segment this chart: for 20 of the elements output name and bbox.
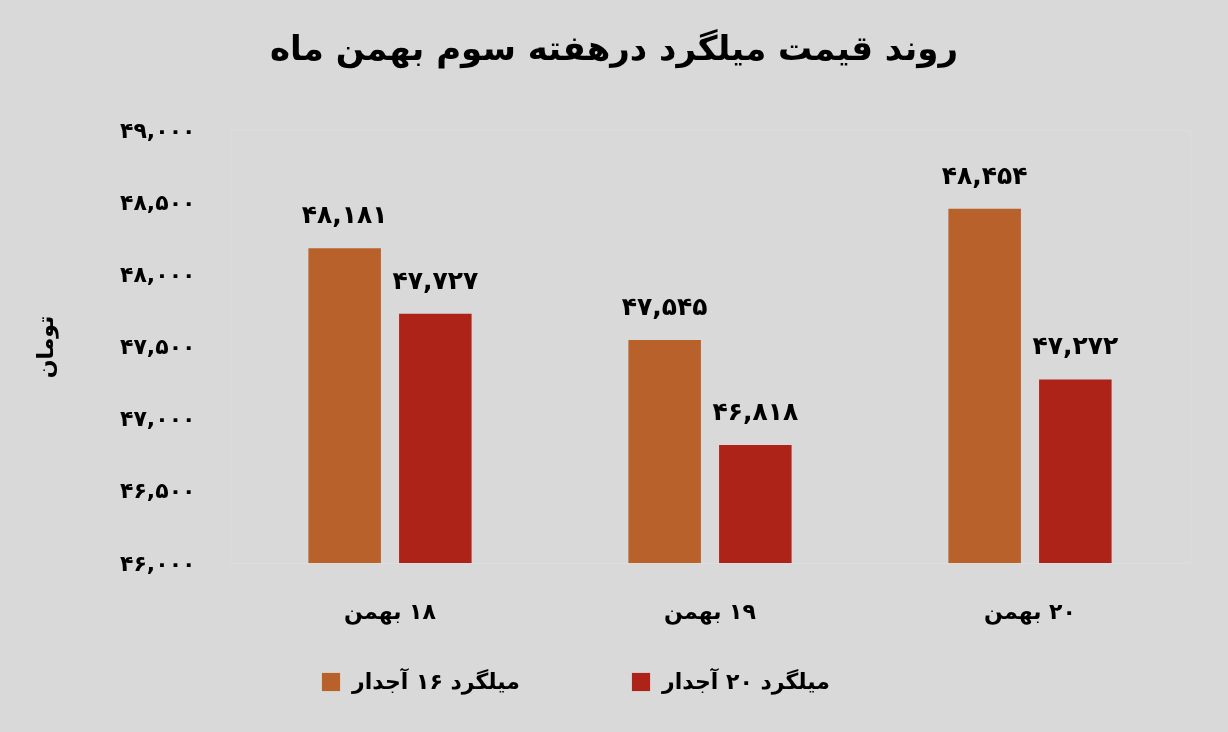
data-label: ۴۷,۲۷۲: [1032, 331, 1119, 361]
data-label: ۴۸,۱۸۱: [301, 200, 388, 230]
y-tick-label: ۴۶,۵۰۰: [120, 478, 196, 504]
x-tick-label: ۱۸ بهمن: [344, 598, 437, 625]
y-tick-label: ۴۷,۵۰۰: [120, 334, 196, 359]
x-tick-label: ۱۹ بهمن: [664, 598, 756, 625]
legend-label: میلگرد ۱۶ آجدار: [351, 667, 520, 695]
y-tick-label: ۴۷,۰۰۰: [120, 406, 196, 432]
y-tick-label: ۴۸,۰۰۰: [120, 261, 196, 287]
y-tick-label: ۴۶,۰۰۰: [120, 550, 196, 576]
data-label: ۴۸,۴۵۴: [941, 160, 1028, 190]
y-tick-label: ۴۹,۰۰۰: [120, 117, 196, 143]
y-tick-label: ۴۸,۵۰۰: [120, 189, 196, 215]
y-axis-title: تومان: [32, 315, 59, 379]
data-label: ۴۷,۵۴۵: [621, 292, 708, 322]
data-label: ۴۷,۷۲۷: [392, 265, 479, 295]
legend-label: میلگرد ۲۰ آجدار: [661, 667, 830, 695]
chart-title: روند قیمت میلگرد درهفته سوم بهمن ماه: [270, 28, 958, 69]
data-label: ۴۶,۸۱۸: [712, 396, 799, 426]
x-tick-label: ۲۰ بهمن: [984, 598, 1076, 625]
